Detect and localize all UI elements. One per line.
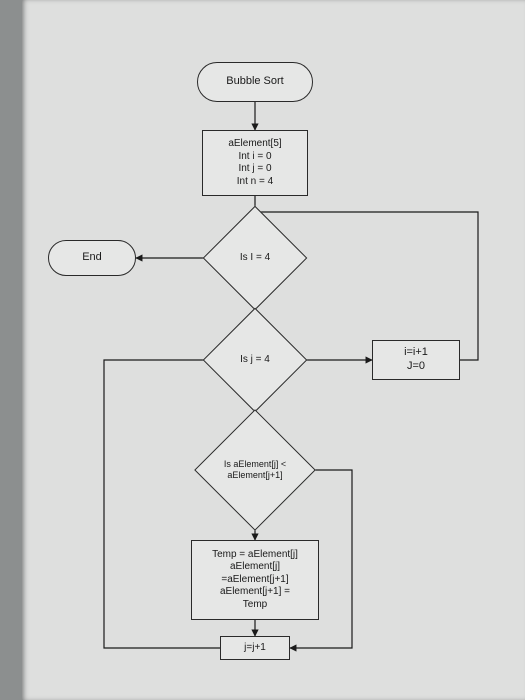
node-label: Is j = 4 (200, 323, 311, 397)
node-text: i=i+1 (404, 346, 428, 360)
node-text: Int j = 0 (238, 163, 271, 176)
process-swap: Temp = aElement[j]aElement[j]=aElement[j… (191, 540, 319, 620)
node-text: Temp = aElement[j] (212, 549, 298, 562)
node-text: Int i = 0 (238, 151, 271, 164)
node-text: End (82, 251, 102, 265)
node-label: Is I = 4 (200, 221, 311, 295)
node-text: Int n = 4 (237, 176, 273, 189)
terminator-end: End (48, 240, 136, 276)
node-label: Is aElement[j] <aElement[j+1] (191, 427, 320, 513)
node-text: J=0 (407, 360, 425, 374)
terminator-start: Bubble Sort (197, 62, 313, 102)
node-text: Bubble Sort (226, 75, 283, 89)
node-text: =aElement[j+1] (221, 574, 288, 587)
node-text: Is aElement[j] < (224, 459, 286, 470)
node-text: j=j+1 (244, 642, 266, 655)
process-incr_i: i=i+1J=0 (372, 340, 460, 380)
decision-dec_i: Is I = 4 (218, 221, 292, 295)
node-text: aElement[5] (228, 138, 281, 151)
node-text: aElement[j] (230, 561, 280, 574)
node-text: aElement[j+1] (227, 470, 282, 481)
node-text: Temp (243, 599, 267, 612)
node-text: Is I = 4 (240, 252, 270, 264)
decision-dec_cmp: Is aElement[j] <aElement[j+1] (212, 427, 298, 513)
decision-dec_j: Is j = 4 (218, 323, 292, 397)
process-incr_j: j=j+1 (220, 636, 290, 660)
process-init: aElement[5]Int i = 0Int j = 0Int n = 4 (202, 130, 308, 196)
node-text: aElement[j+1] = (220, 586, 290, 599)
node-text: Is j = 4 (240, 354, 270, 366)
